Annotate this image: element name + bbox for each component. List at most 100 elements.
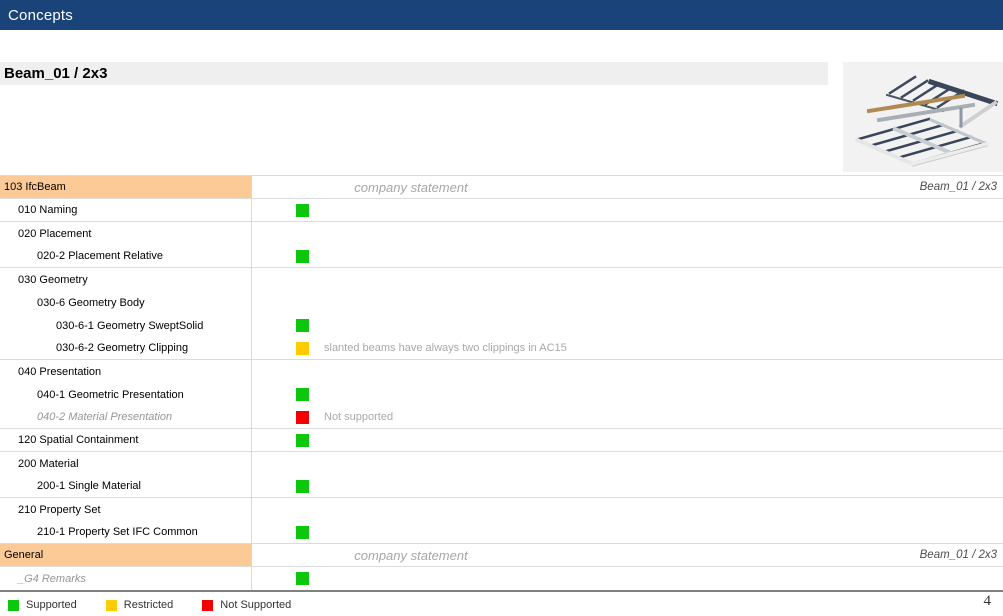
status-cell [252, 268, 1003, 291]
status-legend: Supported Restricted Not Supported [8, 599, 320, 611]
concept-label-cell: 210-1 Property Set IFC Common [0, 521, 252, 543]
concept-label: 040-1 Geometric Presentation [37, 388, 184, 401]
footer-divider [0, 590, 1003, 592]
concept-label: 030-6-1 Geometry SweptSolid [56, 319, 204, 332]
concept-label-cell: 200 Material [0, 452, 252, 475]
concept-row: 040-1 Geometric Presentation [0, 383, 1003, 406]
status-cell [252, 475, 1003, 497]
concept-label: 030-6-2 Geometry Clipping [56, 342, 189, 354]
status-supported-icon [296, 319, 309, 332]
concept-row: 030-6-2 Geometry Clipping slanted beams h… [0, 337, 1003, 360]
status-supported-icon [296, 388, 309, 401]
status-cell: slanted beams have always two clippings … [252, 337, 1003, 359]
concept-label-cell: 030-6-2 Geometry Clipping [0, 337, 252, 359]
concept-row: _G4 Remarks [0, 567, 1003, 590]
concept-label-cell: General [0, 544, 252, 566]
model-variant-label: Beam_01 / 2x3 [919, 181, 997, 193]
legend-not-supported-icon [202, 599, 214, 611]
status-comment: Not supported [324, 411, 394, 423]
concept-label: _G4 Remarks [18, 572, 86, 585]
concept-label-cell: 040-2 Material Presentation [0, 406, 252, 428]
concept-label: 120 Spatial Containment [18, 434, 139, 446]
concept-row: 120 Spatial Containment [0, 429, 1003, 452]
legend-item: Supported [8, 599, 77, 611]
status-cell: Not supported [252, 406, 1003, 428]
page-footer: Supported Restricted Not Supported [0, 599, 1003, 611]
status-not-supported-icon [296, 410, 309, 424]
concept-label-cell: _G4 Remarks [0, 567, 252, 590]
concept-label: 040 Presentation [18, 365, 102, 378]
concept-row: 010 Naming [0, 199, 1003, 222]
concept-row: 040-2 Material Presentation Not supported [0, 406, 1003, 429]
concept-row: 030-6 Geometry Body [0, 291, 1003, 314]
status-supported-icon [296, 572, 309, 585]
section-title: Beam_01 / 2x3 [4, 65, 108, 82]
concept-label-cell: 030 Geometry [0, 268, 252, 291]
concept-group-label: General [4, 549, 44, 561]
concept-label: 210-1 Property Set IFC Common [37, 526, 198, 538]
concept-label-cell: 030-6-1 Geometry SweptSolid [0, 314, 252, 337]
statement-header-label: company statement [354, 547, 468, 563]
concept-group-label: 103 IfcBeam [4, 181, 66, 193]
status-cell [252, 199, 1003, 221]
legend-label: Not Supported [220, 599, 292, 611]
concept-table: 103 IfcBeam company statement Beam_01 / 2x… [0, 175, 1003, 590]
concept-row: 020-2 Placement Relative [0, 245, 1003, 268]
page-number: 4 [983, 593, 992, 609]
concept-label: 200 Material [18, 457, 79, 470]
status-cell [252, 383, 1003, 406]
statement-header-cell: company statement [252, 544, 570, 566]
statement-header-cell: company statement [252, 176, 570, 198]
legend-label: Supported [26, 599, 77, 611]
status-supported-icon [296, 203, 309, 217]
concept-row: 040 Presentation [0, 360, 1003, 383]
status-comment: slanted beams have always two clippings … [324, 342, 567, 354]
concept-label-cell: 103 IfcBeam [0, 176, 252, 198]
concept-label: 020 Placement [18, 227, 92, 240]
concept-row: 020 Placement [0, 222, 1003, 245]
status-supported-icon [296, 249, 309, 263]
status-cell [252, 291, 1003, 314]
status-cell [252, 452, 1003, 475]
status-supported-icon [296, 433, 309, 447]
status-cell [252, 567, 1003, 590]
beam-3d-preview-image [843, 62, 1003, 172]
status-cell [252, 314, 1003, 337]
status-cell [252, 245, 1003, 267]
concept-row: 200-1 Single Material [0, 475, 1003, 498]
concept-label-cell: 020 Placement [0, 222, 252, 245]
section-header-area: Beam_01 / 2x3 [0, 62, 1003, 172]
concept-label: 200-1 Single Material [37, 480, 141, 492]
section-title-bar: Beam_01 / 2x3 [0, 62, 828, 85]
legend-restricted-icon [105, 599, 117, 611]
concept-label-cell: 020-2 Placement Relative [0, 245, 252, 267]
page-title: Concepts [8, 6, 73, 24]
concept-label-cell: 040-1 Geometric Presentation [0, 383, 252, 406]
concept-label-cell: 010 Naming [0, 199, 252, 221]
concept-row: 030-6-1 Geometry SweptSolid [0, 314, 1003, 337]
status-cell [252, 429, 1003, 451]
concept-row: 210-1 Property Set IFC Common [0, 521, 1003, 544]
concept-label-cell: 200-1 Single Material [0, 475, 252, 497]
status-cell [252, 498, 1003, 521]
concept-label: 010 Naming [18, 204, 78, 216]
status-cell [252, 222, 1003, 245]
concept-label-cell: 040 Presentation [0, 360, 252, 383]
model-header-cell: Beam_01 / 2x3 [570, 544, 1003, 566]
legend-label: Restricted [123, 599, 174, 611]
beam-framing-3d-icon [843, 62, 1003, 172]
concept-label: 030 Geometry [18, 273, 88, 286]
concept-row: 200 Material [0, 452, 1003, 475]
concept-label-cell: 210 Property Set [0, 498, 252, 521]
status-supported-icon [296, 525, 309, 539]
status-cell [252, 521, 1003, 543]
status-supported-icon [296, 479, 309, 493]
legend-item: Not Supported [202, 599, 291, 611]
legend-supported-icon [8, 599, 19, 611]
concept-label: 040-2 Material Presentation [37, 411, 173, 423]
status-restricted-icon [296, 341, 309, 355]
concept-label-cell: 030-6 Geometry Body [0, 291, 252, 314]
model-variant-label: Beam_01 / 2x3 [919, 549, 997, 561]
model-header-cell: Beam_01 / 2x3 [570, 176, 1003, 198]
concept-label: 030-6 Geometry Body [37, 296, 145, 309]
